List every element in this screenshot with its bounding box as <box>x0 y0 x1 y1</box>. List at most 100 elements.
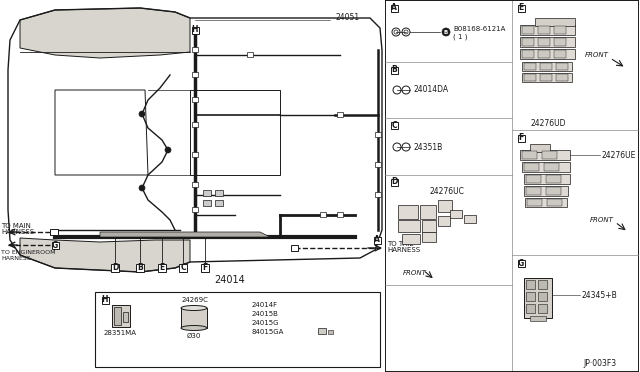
Bar <box>525 198 567 207</box>
Text: 24014: 24014 <box>214 275 245 285</box>
Text: FRONT: FRONT <box>403 270 427 276</box>
Bar <box>375 192 381 197</box>
Bar <box>524 163 539 171</box>
Bar <box>192 122 198 127</box>
Bar <box>518 260 525 266</box>
Bar <box>123 312 128 322</box>
Bar <box>318 328 326 334</box>
Bar <box>524 186 568 196</box>
Bar <box>192 152 198 157</box>
Text: B08168-6121A: B08168-6121A <box>453 26 506 32</box>
Text: E: E <box>159 263 164 273</box>
Bar <box>111 264 119 272</box>
Text: 84015GA: 84015GA <box>252 329 284 335</box>
Bar <box>398 220 420 232</box>
Bar <box>526 187 541 195</box>
Bar <box>520 49 575 59</box>
Bar <box>112 305 130 327</box>
Bar <box>522 50 534 58</box>
Text: H: H <box>192 26 198 35</box>
Text: B: B <box>391 65 397 74</box>
Bar <box>554 50 566 58</box>
Bar <box>526 175 541 183</box>
Circle shape <box>139 111 145 117</box>
Text: C: C <box>391 121 397 129</box>
Polygon shape <box>20 8 190 58</box>
Bar <box>524 174 570 184</box>
Text: FRONT: FRONT <box>590 217 614 223</box>
Bar <box>546 187 561 195</box>
Bar <box>422 220 436 232</box>
Bar <box>390 4 397 12</box>
Bar <box>398 205 418 219</box>
Bar <box>527 199 542 206</box>
Text: 24276UC: 24276UC <box>430 187 465 196</box>
Text: F: F <box>518 134 524 142</box>
Text: 24351B: 24351B <box>413 142 442 151</box>
Bar <box>544 163 559 171</box>
Polygon shape <box>535 18 575 26</box>
Bar <box>530 316 546 321</box>
Bar <box>102 296 109 304</box>
Bar <box>556 74 568 81</box>
Bar <box>538 280 547 289</box>
Bar <box>192 72 198 77</box>
Bar <box>438 216 450 226</box>
Bar <box>192 97 198 102</box>
Bar <box>337 212 343 217</box>
Bar <box>328 330 333 334</box>
Bar <box>136 264 144 272</box>
Bar <box>522 151 537 159</box>
Text: Ø30: Ø30 <box>187 333 201 339</box>
Bar <box>522 73 572 82</box>
Bar <box>374 237 381 244</box>
Text: 24276UE: 24276UE <box>602 151 636 160</box>
Bar <box>201 264 209 272</box>
Bar <box>518 4 525 12</box>
Text: A: A <box>374 235 380 244</box>
Bar <box>526 292 535 301</box>
Bar <box>192 47 198 52</box>
Bar <box>464 215 476 223</box>
Text: G: G <box>52 241 58 250</box>
Bar <box>524 63 536 70</box>
Bar <box>247 52 253 57</box>
Bar <box>520 25 575 35</box>
Bar <box>547 199 562 206</box>
Bar <box>179 264 187 272</box>
Bar <box>538 50 550 58</box>
Bar <box>522 26 534 34</box>
Bar <box>554 38 566 46</box>
Bar <box>542 151 557 159</box>
Bar <box>375 162 381 167</box>
Bar <box>540 63 552 70</box>
Text: A: A <box>391 3 397 13</box>
Bar <box>203 190 211 196</box>
Bar <box>556 63 568 70</box>
Bar <box>538 292 547 301</box>
Text: HARNESS: HARNESS <box>1 229 34 235</box>
Text: 24014F: 24014F <box>252 302 278 308</box>
Bar <box>522 62 572 71</box>
Bar <box>520 150 570 160</box>
Bar <box>526 280 535 289</box>
Circle shape <box>165 147 171 153</box>
Text: B: B <box>444 29 448 35</box>
Bar <box>337 112 343 117</box>
Bar <box>438 200 452 212</box>
Bar <box>520 37 575 47</box>
Bar <box>375 132 381 137</box>
Bar <box>390 67 397 74</box>
Bar <box>526 304 535 313</box>
Text: B: B <box>137 263 143 273</box>
Bar <box>522 162 570 172</box>
Bar <box>215 200 223 206</box>
Bar <box>385 0 640 372</box>
Bar <box>538 304 547 313</box>
Bar <box>450 210 462 218</box>
Text: FRONT: FRONT <box>585 52 609 58</box>
Text: HARNESS: HARNESS <box>387 247 420 253</box>
Bar <box>114 307 121 325</box>
Bar <box>215 190 223 196</box>
Text: 28351MA: 28351MA <box>104 330 136 336</box>
